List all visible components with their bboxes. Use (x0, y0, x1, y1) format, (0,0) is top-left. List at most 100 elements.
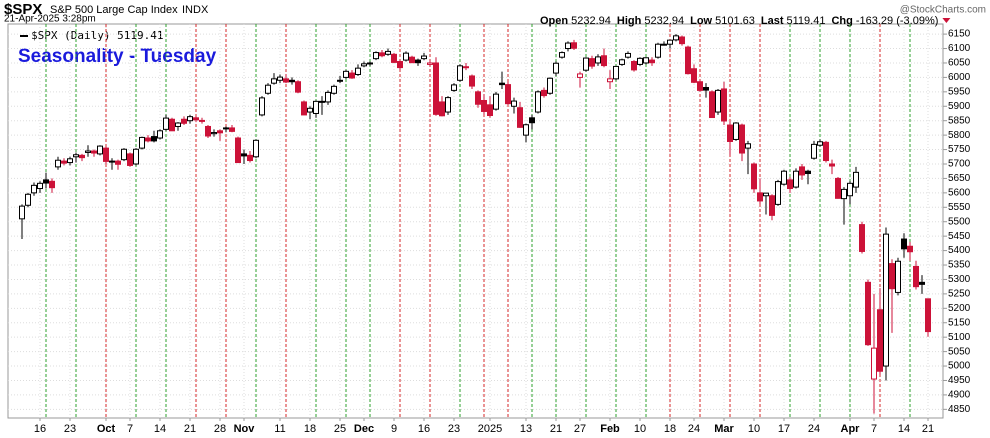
x-tick-label: 9 (391, 423, 397, 435)
candle-body (913, 265, 919, 288)
x-tick-label: Nov (234, 423, 256, 435)
candle-body (631, 61, 637, 71)
candle-body (499, 82, 505, 86)
candle-body (637, 57, 643, 65)
candle-body (133, 148, 139, 165)
candle-body (589, 58, 595, 67)
x-tick-label: 21 (184, 423, 196, 435)
x-tick-label: Oct (97, 423, 116, 435)
candle-body (517, 107, 523, 128)
candle-body (523, 124, 529, 136)
candle-body (727, 124, 733, 142)
x-tick-label: 27 (574, 423, 586, 435)
candle-body (679, 36, 685, 45)
y-tick-label: 5200 (948, 303, 971, 314)
x-tick-label: 14 (154, 423, 166, 435)
down-arrow (942, 18, 951, 23)
watermark: @StockCharts.com (900, 5, 986, 16)
candle-body (49, 180, 55, 189)
candle-body (805, 170, 811, 175)
index-name: S&P 500 Large Cap Index (50, 4, 178, 16)
candle-body (481, 99, 487, 112)
candle-body (187, 116, 193, 122)
candle-body (619, 59, 625, 65)
y-tick-label: 5700 (948, 159, 971, 170)
candle-body (37, 182, 43, 190)
candle-body (307, 107, 313, 113)
x-tick-label: 21 (922, 423, 934, 435)
candle-body (169, 118, 175, 132)
candle-body (415, 59, 421, 64)
x-tick-label: 24 (688, 423, 700, 435)
candle-body (661, 43, 667, 46)
candle-body (751, 163, 757, 190)
candle-body (283, 78, 289, 83)
y-tick-label: 5300 (948, 274, 971, 285)
candle-body (559, 52, 565, 58)
candle-body (433, 62, 439, 115)
candle-body (877, 309, 883, 372)
candle-body (157, 130, 163, 139)
candle-body (505, 84, 511, 105)
x-tick-label: 28 (214, 423, 226, 435)
candle-body (781, 170, 787, 185)
quote-label: Low (690, 15, 712, 27)
plot-frame (7, 23, 944, 419)
y-tick-label: 4900 (948, 390, 971, 401)
candle-body (181, 118, 187, 124)
y-tick-label: 5350 (948, 260, 971, 271)
candle-body (223, 127, 229, 130)
x-tick-label: 21 (550, 423, 562, 435)
candle-body (607, 78, 613, 83)
y-tick-label: 5500 (948, 216, 971, 227)
y-tick-label: 5400 (948, 245, 971, 256)
candle-body (451, 84, 457, 91)
candle-body (649, 59, 655, 64)
candle-body (763, 192, 769, 197)
candle-body (97, 145, 103, 155)
candle-body (925, 298, 931, 333)
candle-body (205, 125, 211, 137)
y-tick-label: 5550 (948, 202, 971, 213)
candle-body (271, 78, 277, 84)
candle-body (871, 347, 877, 380)
candle-body (793, 170, 799, 188)
candle-body (403, 52, 409, 61)
x-tick-label: 10 (748, 423, 760, 435)
quote-label: Chg (831, 15, 852, 27)
y-tick-label: 5850 (948, 115, 971, 126)
candle-body (901, 238, 907, 250)
candle-body (739, 124, 745, 154)
candle-body (487, 104, 493, 117)
candle-body (73, 154, 79, 158)
y-tick-label: 6100 (948, 43, 971, 54)
candle-body (817, 141, 823, 146)
candle-body (145, 137, 151, 142)
x-tick-label: 10 (634, 423, 646, 435)
candle-body (295, 81, 301, 93)
candle-body (553, 62, 559, 74)
quote-value: -163.29 (-3.09%) (856, 15, 939, 27)
candle-body (745, 143, 751, 149)
quote-label: Last (761, 15, 784, 27)
candle-body (673, 35, 679, 41)
x-tick-label: 16 (34, 423, 46, 435)
candle-body (907, 245, 913, 253)
x-tick-label: 7 (127, 423, 133, 435)
symbol: $SPX (4, 1, 42, 18)
x-tick-label: 13 (520, 423, 532, 435)
candle-body (541, 89, 547, 97)
x-tick-label: 16 (418, 423, 430, 435)
candle-body (115, 160, 121, 165)
y-tick-label: 5750 (948, 144, 971, 155)
candle-body (811, 143, 817, 159)
candle-body (217, 130, 223, 134)
candle-body (685, 46, 691, 75)
candle-body (847, 182, 853, 197)
x-tick-label: Dec (354, 423, 374, 435)
candle-body (373, 52, 379, 60)
candle-body (691, 68, 697, 83)
candle-body (85, 150, 91, 153)
candle-body (349, 72, 355, 79)
candle-body (355, 67, 361, 76)
